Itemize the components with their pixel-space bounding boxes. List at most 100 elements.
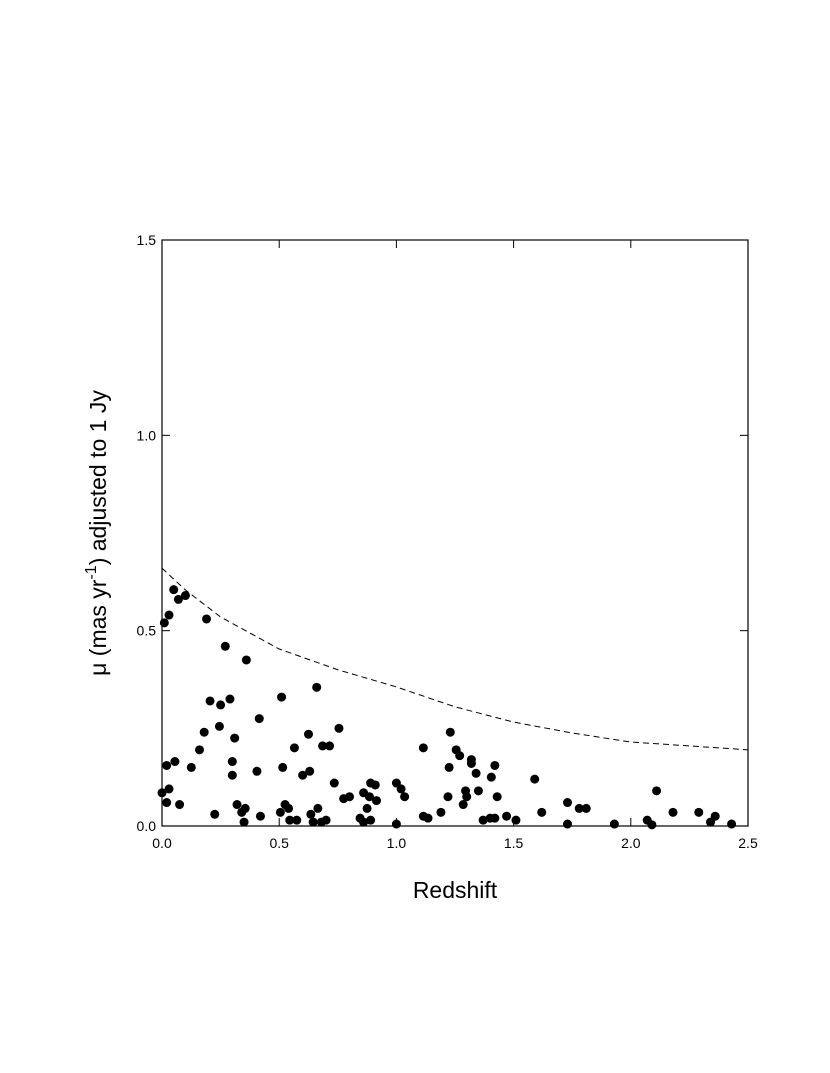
data-point: [159, 618, 169, 628]
y-tick-label: 1.5: [137, 232, 157, 248]
x-tick-label: 2.0: [621, 835, 641, 851]
data-point: [443, 792, 453, 802]
data-point: [473, 786, 483, 796]
data-point: [366, 815, 376, 825]
data-point: [199, 727, 209, 737]
data-point: [486, 772, 496, 782]
y-title-part: ) adjusted to 1 Jy: [85, 390, 111, 566]
y-title-sup: -1: [83, 565, 100, 579]
data-point: [164, 610, 174, 620]
x-tick-label: 2.5: [738, 835, 758, 851]
data-point: [727, 819, 737, 829]
x-tick-label: 0.5: [269, 835, 289, 851]
data-point: [436, 807, 446, 817]
data-point: [227, 770, 237, 780]
data-point: [318, 741, 328, 751]
data-point: [175, 800, 185, 810]
data-point: [275, 807, 285, 817]
data-point: [162, 760, 172, 770]
data-point: [490, 813, 500, 823]
data-point: [254, 714, 264, 724]
data-point: [292, 815, 302, 825]
data-point: [647, 820, 657, 830]
data-point: [180, 591, 190, 601]
data-point: [418, 743, 428, 753]
data-point: [214, 721, 224, 731]
data-point: [162, 798, 172, 808]
data-point: [227, 757, 237, 767]
data-point: [210, 809, 220, 819]
data-point: [391, 819, 401, 829]
data-point: [492, 792, 502, 802]
data-point: [225, 694, 235, 704]
data-point: [284, 803, 294, 813]
data-point: [321, 815, 331, 825]
data-point: [537, 807, 547, 817]
data-point: [239, 817, 249, 827]
data-point: [277, 692, 287, 702]
data-point: [298, 770, 308, 780]
y-tick-label: 0.0: [137, 818, 157, 834]
data-point: [173, 594, 183, 604]
data-point: [362, 803, 372, 813]
data-point: [345, 792, 355, 802]
data-point: [306, 809, 316, 819]
data-point: [471, 768, 481, 778]
data-point: [313, 803, 323, 813]
data-point: [169, 585, 179, 595]
plot-frame: [161, 239, 749, 827]
data-point: [609, 819, 619, 829]
data-point: [563, 798, 573, 808]
data-point: [240, 803, 250, 813]
data-point: [462, 792, 472, 802]
data-point: [220, 641, 230, 651]
data-point: [444, 762, 454, 772]
data-point: [289, 743, 299, 753]
data-point: [511, 815, 521, 825]
y-tick-label: 0.5: [137, 623, 157, 639]
data-point: [563, 819, 573, 829]
data-point: [445, 727, 455, 737]
data-point: [329, 778, 339, 788]
data-point: [230, 733, 240, 743]
y-title-part: μ (mas yr: [85, 579, 111, 676]
data-point: [466, 758, 476, 768]
data-point: [370, 780, 380, 790]
data-point: [423, 813, 433, 823]
data-point: [252, 766, 262, 776]
data-point: [364, 792, 374, 802]
data-point: [195, 745, 205, 755]
x-axis-title: Redshift: [413, 877, 498, 903]
data-point: [186, 762, 196, 772]
data-point: [202, 614, 212, 624]
data-point: [285, 815, 295, 825]
data-point: [308, 817, 318, 827]
data-point: [359, 817, 369, 827]
y-axis-title: μ (mas yr-1) adjusted to 1 Jy: [83, 390, 111, 676]
data-point: [255, 811, 265, 821]
data-point: [164, 784, 174, 794]
data-point: [400, 792, 410, 802]
y-tick-label: 1.0: [137, 427, 157, 443]
x-tick-label: 1.5: [504, 835, 524, 851]
data-point: [458, 800, 468, 810]
data-point: [305, 766, 315, 776]
data-point: [312, 682, 322, 692]
data-point: [205, 696, 215, 706]
data-point: [216, 700, 226, 710]
data-point: [694, 807, 704, 817]
data-point: [278, 762, 288, 772]
data-point: [371, 796, 381, 806]
x-tick-label: 1.0: [387, 835, 407, 851]
data-point: [652, 786, 662, 796]
data-point: [304, 729, 313, 739]
data-point: [232, 800, 242, 810]
data-point: [530, 774, 540, 784]
data-point: [710, 811, 720, 821]
data-point: [502, 811, 512, 821]
data-point: [668, 807, 678, 817]
data-point: [241, 655, 251, 665]
data-point: [157, 788, 167, 798]
data-point: [574, 803, 584, 813]
